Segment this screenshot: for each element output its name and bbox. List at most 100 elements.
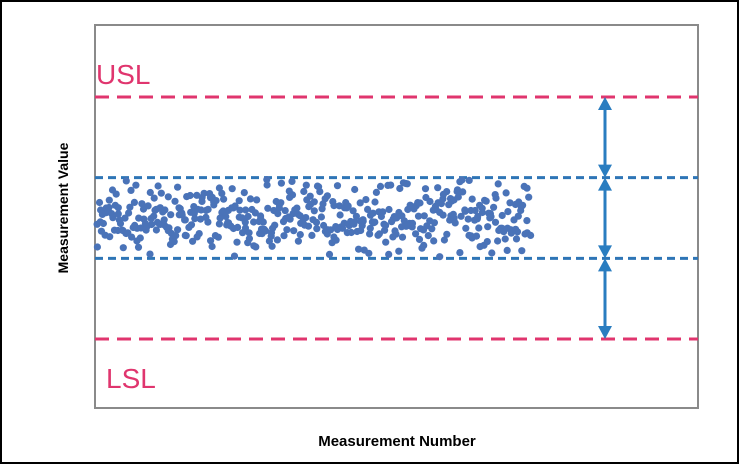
data-point [420, 241, 428, 249]
data-point [277, 199, 285, 207]
data-point [200, 189, 208, 197]
data-point [148, 220, 156, 229]
data-point [426, 197, 434, 206]
data-point [439, 211, 447, 219]
data-point [204, 218, 212, 226]
data-point [262, 227, 270, 235]
data-point [280, 232, 288, 240]
data-point [281, 207, 289, 215]
control-lines [95, 176, 698, 260]
data-point [293, 204, 301, 212]
data-point [333, 182, 342, 190]
data-point [347, 228, 355, 237]
data-point [464, 215, 472, 223]
data-point [220, 195, 228, 203]
arrow-head-up [598, 97, 612, 110]
data-point [114, 204, 122, 212]
data-point [428, 225, 436, 233]
limit-lines [95, 95, 698, 341]
data-point [403, 180, 411, 188]
data-point [182, 232, 190, 240]
data-point [146, 188, 154, 197]
data-point [462, 224, 470, 232]
data-point [382, 238, 390, 246]
data-point [277, 179, 285, 187]
data-point [165, 224, 173, 232]
data-point [242, 206, 250, 214]
data-point [379, 208, 387, 216]
data-point [366, 230, 374, 238]
data-point [105, 196, 113, 204]
data-point [246, 195, 255, 203]
data-point [167, 211, 175, 219]
data-point [93, 243, 101, 251]
data-point [371, 218, 379, 226]
data-point [472, 232, 481, 240]
data-point [325, 250, 334, 258]
data-point [146, 250, 154, 258]
data-point [336, 211, 344, 219]
data-point [99, 219, 107, 228]
data-point [122, 177, 130, 185]
data-point [132, 181, 140, 189]
data-points [93, 176, 535, 261]
data-point [458, 176, 466, 184]
data-point [372, 188, 380, 196]
data-point [523, 184, 531, 192]
data-point [172, 232, 180, 240]
data-point [506, 199, 514, 207]
data-point [375, 230, 383, 238]
data-point [233, 238, 241, 246]
data-point [171, 197, 179, 205]
data-point [191, 215, 199, 223]
data-point [164, 193, 172, 201]
data-point [482, 197, 490, 205]
data-point [150, 212, 158, 220]
data-point [288, 177, 296, 185]
data-point [271, 221, 279, 229]
data-point [304, 222, 313, 230]
data-point [250, 218, 258, 226]
data-point [215, 220, 223, 228]
data-point [157, 189, 165, 197]
data-point [170, 238, 178, 246]
data-point [174, 183, 182, 191]
data-point [459, 188, 467, 196]
data-point [236, 206, 244, 214]
data-point [487, 213, 495, 221]
data-point [218, 189, 226, 197]
data-point [457, 212, 465, 220]
data-point [503, 246, 511, 254]
data-point [424, 232, 432, 240]
data-point [385, 205, 393, 214]
data-point [300, 187, 308, 196]
data-point [430, 237, 438, 245]
data-point [483, 238, 491, 246]
data-point [208, 242, 216, 251]
usl-label: USL [96, 59, 150, 90]
data-point [112, 190, 120, 198]
data-point [251, 209, 259, 217]
data-point [119, 244, 127, 252]
data-point [134, 243, 143, 251]
data-point [332, 236, 340, 244]
range-arrows [598, 97, 612, 339]
data-point [376, 182, 385, 190]
data-point [263, 176, 271, 184]
data-point [207, 237, 215, 245]
arrow-head-up [598, 177, 612, 191]
data-point [412, 230, 420, 238]
data-point [351, 185, 359, 194]
data-point [263, 181, 271, 189]
range-arrow-3 [598, 258, 612, 339]
data-point [186, 191, 194, 200]
data-point [244, 212, 252, 221]
data-point [310, 207, 318, 215]
data-point [105, 203, 113, 212]
data-point [512, 235, 521, 243]
data-point [288, 191, 297, 199]
data-point [259, 218, 267, 226]
data-point [468, 195, 476, 203]
data-point [174, 226, 182, 234]
